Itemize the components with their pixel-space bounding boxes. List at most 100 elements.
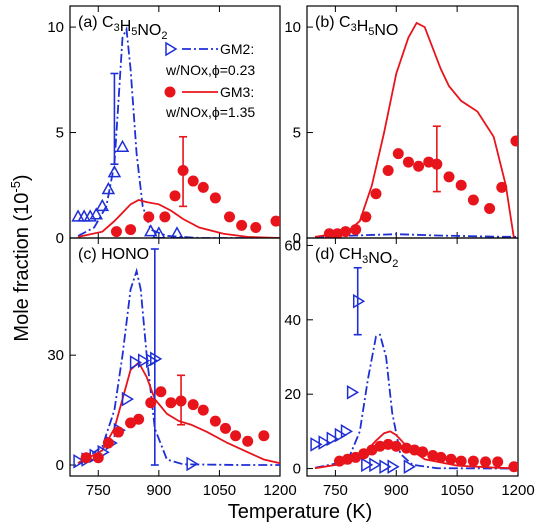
gm3-data-point bbox=[112, 426, 124, 438]
gm2-data-point bbox=[361, 457, 374, 473]
gm3-data-point bbox=[177, 165, 189, 177]
panel-title: (c) HONO bbox=[78, 246, 149, 263]
gm3-data-point bbox=[209, 415, 221, 427]
gm3-data-point bbox=[402, 156, 414, 168]
x-tick-label: 750 bbox=[86, 482, 111, 499]
y-tick-label: 10 bbox=[47, 19, 64, 36]
y-tick-label: 20 bbox=[284, 386, 301, 403]
y-tick-label: 40 bbox=[284, 312, 301, 329]
legend-gm2-condition: w/NOx,ϕ=0.23 bbox=[165, 62, 255, 78]
legend-gm2-label: GM2: bbox=[220, 41, 254, 57]
legend-gm3-marker bbox=[164, 86, 176, 98]
y-tick-label: 30 bbox=[47, 347, 64, 364]
gm2-data-point bbox=[107, 165, 122, 178]
gm3-model-line bbox=[314, 21, 515, 238]
y-tick-label: 60 bbox=[284, 237, 301, 254]
gm3-data-point bbox=[443, 171, 455, 183]
gm2-data-point bbox=[186, 456, 199, 472]
gm3-data-point bbox=[175, 395, 187, 407]
gm3-data-point bbox=[496, 181, 508, 193]
panel-plot-area bbox=[310, 266, 518, 475]
gm3-data-point bbox=[492, 456, 504, 468]
gm2-data-point bbox=[326, 431, 339, 447]
gm3-data-point bbox=[467, 455, 479, 467]
gm3-model-line bbox=[77, 361, 280, 465]
chart-panels: 0 5 10 (a) C3H5NO2 0 5 10 (b) C3H5NO 750 900 1050 1… bbox=[47, 5, 535, 499]
gm3-data-point bbox=[484, 202, 496, 214]
panel-b: 0 5 10 (b) C3H5NO bbox=[284, 5, 519, 247]
gm3-data-point bbox=[250, 221, 262, 233]
gm2-model-line bbox=[77, 25, 280, 238]
y-tick-label: 5 bbox=[293, 125, 301, 142]
gm2-data-point bbox=[150, 351, 163, 367]
x-tick-label: 900 bbox=[384, 482, 409, 499]
gm2-data-point bbox=[318, 435, 331, 450]
gm3-data-point bbox=[187, 399, 199, 411]
legend: GM2: w/NOx,ϕ=0.23 GM3: w/NOx,ϕ=1.35 bbox=[164, 41, 255, 120]
gm3-data-point bbox=[155, 386, 167, 398]
gm3-data-point bbox=[382, 165, 394, 177]
gm2-data-point bbox=[340, 424, 354, 439]
gm2-data-point bbox=[346, 385, 360, 400]
gm3-data-point bbox=[242, 435, 254, 447]
panel-title: (a) C3H5NO2 bbox=[78, 14, 168, 42]
y-tick-label: 10 bbox=[284, 19, 301, 36]
gm3-data-point bbox=[435, 451, 447, 463]
gm2-data-point bbox=[310, 437, 323, 452]
x-tick-label: 900 bbox=[146, 482, 171, 499]
gm2-data-point bbox=[101, 181, 116, 195]
gm3-data-point bbox=[350, 224, 362, 236]
gm2-data-point bbox=[369, 457, 382, 473]
gm3-data-point bbox=[133, 413, 145, 425]
gm2-data-point bbox=[334, 427, 347, 443]
gm3-data-point bbox=[445, 453, 457, 465]
gm3-data-point bbox=[392, 148, 404, 160]
panel-title: (b) C3H5NO bbox=[315, 14, 398, 39]
legend-gm3-label: GM3: bbox=[220, 84, 254, 100]
gm2-data-point bbox=[115, 139, 130, 153]
panel-plot-area bbox=[71, 25, 280, 238]
gm3-data-point bbox=[230, 430, 242, 442]
gm3-data-point bbox=[455, 179, 467, 191]
panel-frame bbox=[306, 5, 519, 239]
gm2-data-point bbox=[352, 293, 366, 309]
gm2-data-point bbox=[403, 459, 416, 475]
gm3-data-point bbox=[143, 211, 155, 223]
gm3-data-point bbox=[102, 437, 114, 449]
x-tick-label: 1050 bbox=[203, 482, 236, 499]
gm3-data-point bbox=[169, 190, 181, 202]
panel-c: 750 900 1050 1200 0 30 (c) HONO bbox=[47, 237, 297, 499]
panel-a: 0 5 10 (a) C3H5NO2 bbox=[47, 5, 281, 247]
gm3-data-point bbox=[197, 181, 209, 193]
y-tick-label: 0 bbox=[293, 461, 301, 478]
gm3-data-point bbox=[92, 452, 104, 464]
gm3-data-point bbox=[340, 226, 352, 238]
gm3-data-point bbox=[125, 224, 137, 236]
x-tick-label: 1200 bbox=[263, 482, 296, 499]
y-tick-label: 0 bbox=[56, 230, 64, 247]
gm3-data-point bbox=[224, 211, 236, 223]
x-tick-label: 750 bbox=[323, 482, 348, 499]
gm3-data-point bbox=[165, 397, 177, 409]
gm3-data-point bbox=[480, 456, 492, 468]
gm3-data-point bbox=[508, 461, 518, 473]
gm2-data-point bbox=[144, 224, 158, 237]
y-tick-label: 0 bbox=[56, 457, 64, 474]
panel-title: (d) CH3NO2 bbox=[315, 246, 398, 270]
gm2-data-point bbox=[73, 454, 86, 469]
gm3-data-point bbox=[145, 397, 157, 409]
gm3-data-point bbox=[209, 192, 221, 204]
gm3-data-point bbox=[197, 404, 209, 416]
panel-d: 750 900 1050 1200 0 20 40 60 (d) CH3NO2 bbox=[284, 237, 535, 499]
panel-frame bbox=[69, 237, 281, 477]
legend-gm3-condition: w/NOx,ϕ=1.35 bbox=[165, 104, 255, 120]
gm2-data-point bbox=[137, 353, 151, 368]
gm3-data-point bbox=[370, 188, 382, 200]
legend-gm2-marker bbox=[165, 41, 178, 57]
gm3-data-point bbox=[390, 440, 402, 452]
gm3-data-point bbox=[467, 194, 479, 206]
gm3-data-point bbox=[455, 455, 467, 467]
gm2-data-point bbox=[387, 459, 400, 475]
gm2-model-line bbox=[314, 333, 518, 470]
